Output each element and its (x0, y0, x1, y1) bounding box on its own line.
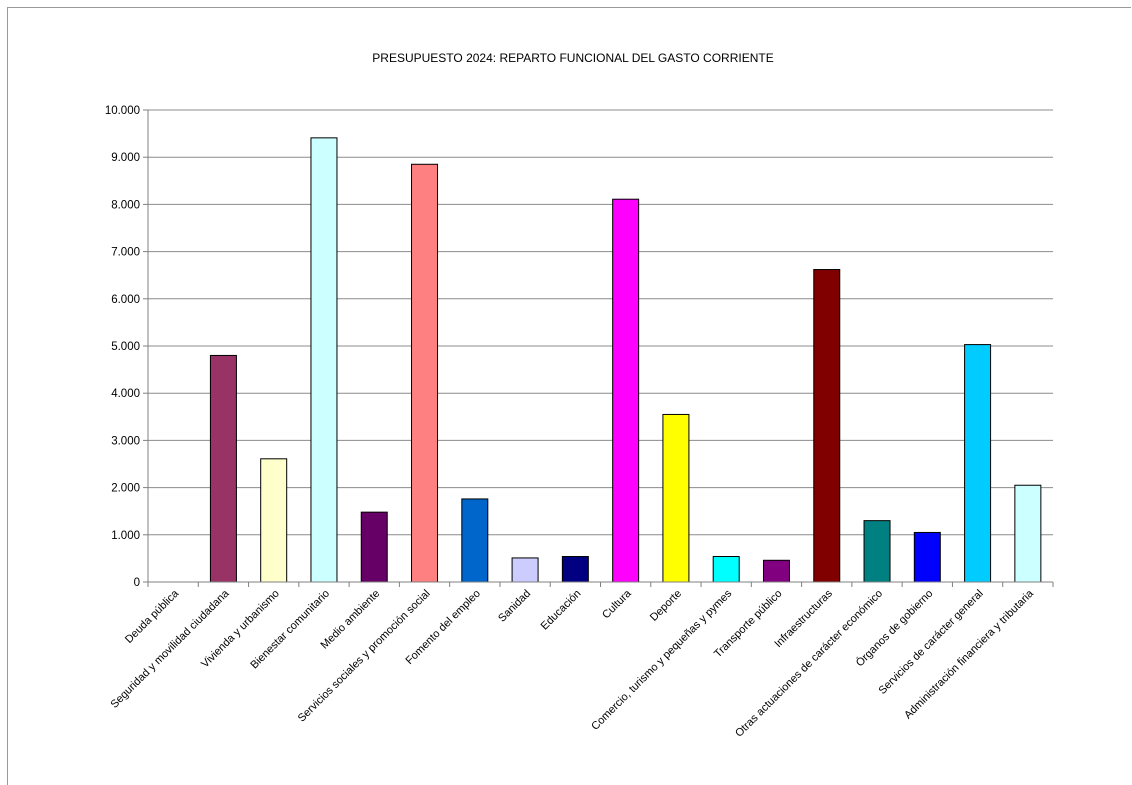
x-category-label: Sanidad (496, 588, 533, 625)
y-tick-label: 7.000 (111, 247, 140, 259)
x-category-label: Deporte (648, 588, 684, 624)
x-category-label: Servicios de carácter general (876, 588, 985, 697)
y-tick-label: 9.000 (111, 152, 140, 164)
bar (662, 413, 690, 583)
bar (813, 269, 841, 583)
grid-lines (148, 109, 1053, 536)
y-tick-label: 0 (134, 577, 140, 589)
y-tick-label: 5.000 (111, 341, 140, 353)
y-axis: 0 1.000 2.000 3.000 4.000 5.000 6.000 7.000 8.00… (105, 105, 149, 589)
y-tick-label: 4.000 (111, 388, 140, 400)
y-tick-label: 3.000 (111, 435, 140, 447)
bar (1014, 484, 1042, 583)
bar (762, 559, 790, 583)
y-tick-label: 2.000 (111, 483, 140, 495)
bars (209, 137, 1042, 583)
bar (511, 557, 539, 583)
bar (964, 344, 992, 583)
bar (612, 198, 640, 583)
bar (863, 520, 891, 583)
bar (561, 556, 589, 583)
x-category-label: Cultura (600, 587, 634, 621)
bar (913, 531, 941, 583)
bar (461, 498, 489, 583)
bar (360, 511, 388, 583)
chart-title: PRESUPUESTO 2024: REPARTO FUNCIONAL DEL … (372, 51, 773, 65)
bar (712, 556, 740, 583)
y-tick-label: 6.000 (111, 294, 140, 306)
y-tick-label: 10.000 (105, 105, 140, 117)
bar (411, 163, 439, 583)
bar (260, 458, 288, 583)
chart-frame (7, 7, 1131, 785)
x-category-label: Educación (539, 588, 584, 633)
y-tick-label: 1.000 (111, 530, 140, 542)
bar (209, 354, 237, 583)
bar (310, 137, 338, 583)
y-tick-label: 8.000 (111, 199, 140, 211)
